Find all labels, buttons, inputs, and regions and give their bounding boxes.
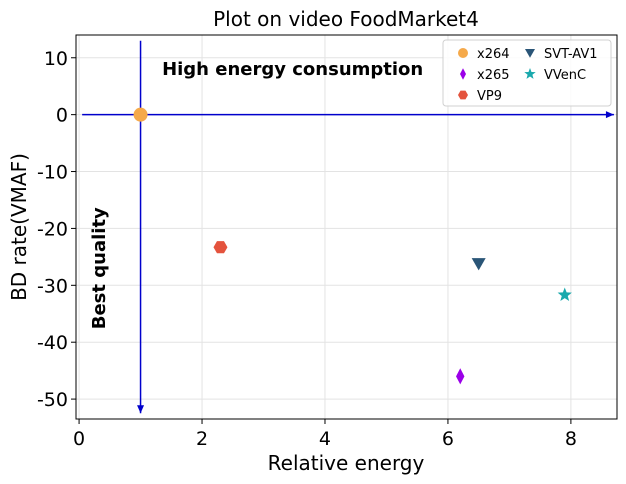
x-tick-label: 8 [565,428,577,450]
legend-marker-svt-av1 [525,49,535,58]
data-point-x265 [456,368,465,385]
legend-marker-x265 [460,68,466,80]
data-points [133,107,572,385]
annotation-high-energy: High energy consumption [162,59,423,80]
x-tick-label: 4 [319,428,331,450]
x-tick-label: 6 [442,428,454,450]
y-tick-label: -40 [37,332,68,354]
legend-label-x264: x264 [477,47,510,62]
legend-label-vvenc: VVenC [544,68,586,83]
legend-label-svt-av1: SVT-AV1 [544,47,598,62]
legend-marker-vvenc [524,68,536,79]
data-point-vp9 [213,241,228,254]
data-point-vvenc [557,287,572,302]
plot-area-frame [75,34,618,420]
y-tick-label: -20 [37,218,68,240]
legend-label-x265: x265 [477,68,510,83]
legend-marker-x264 [458,48,468,58]
y-tick-label: -10 [37,162,68,184]
data-point-svt-av1 [471,258,486,271]
chart-title: Plot on video FoodMarket4 [213,7,479,31]
y-axis-label: BD rate(VMAF) [7,153,31,301]
arrow-head [137,405,145,414]
y-tick-label: 10 [44,48,68,70]
x-axis-label: Relative energy [268,451,425,475]
data-point-x264 [133,107,148,122]
y-tick-label: -30 [37,275,68,297]
y-tick-label: -50 [37,389,68,411]
x-tick-label: 0 [73,428,85,450]
x-tick-label: 2 [196,428,208,450]
legend-label-vp9: VP9 [477,89,502,104]
axis-ticks: 0 2 4 6 8 10 0 -10 -20 -30 -40 -50 [37,48,577,450]
legend-marker-vp9 [458,90,468,100]
annotation-best-quality: Best quality [89,207,110,329]
arrow-head [605,111,614,119]
legend: x264 x265 VP9 SVT-AV1 VVenC [442,39,612,107]
annotations: High energy consumption Best quality [89,59,423,329]
y-tick-label: 0 [56,105,68,127]
reference-arrows [82,40,614,414]
